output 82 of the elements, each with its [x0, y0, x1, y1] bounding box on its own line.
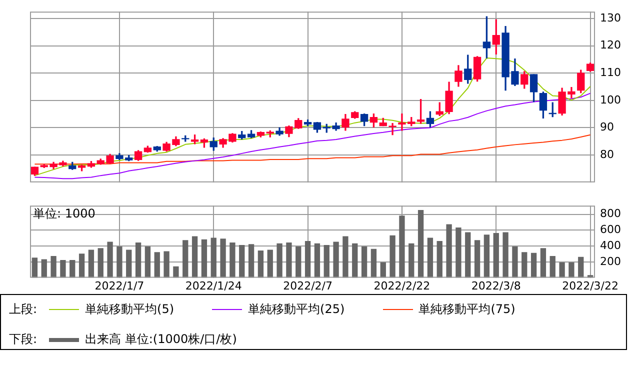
bar — [220, 238, 226, 278]
text: 上段: — [9, 301, 38, 318]
bar — [465, 232, 471, 278]
y-tick-label: 120 — [600, 38, 621, 52]
legend-label: 単純移動平均(25) — [248, 301, 345, 318]
bar — [446, 224, 452, 278]
bar — [144, 246, 151, 278]
bar — [530, 252, 537, 278]
bar — [88, 250, 94, 278]
bar — [70, 260, 76, 278]
bar — [456, 227, 462, 278]
bar — [41, 259, 47, 278]
x-tick-label: 2022/3/22 — [562, 279, 618, 292]
bar — [296, 246, 302, 278]
text: 下段: — [9, 331, 38, 348]
bar — [399, 216, 405, 278]
annotation: 単位: 1000 — [33, 206, 96, 221]
bar — [304, 240, 311, 278]
bar — [408, 243, 414, 278]
bar — [286, 242, 292, 278]
bar — [418, 210, 424, 278]
y-tick-label: 130 — [600, 11, 621, 24]
bar — [32, 258, 38, 278]
bar — [568, 262, 574, 278]
bar — [540, 248, 546, 278]
bar — [493, 233, 499, 278]
bar — [502, 232, 508, 278]
bar — [78, 254, 85, 278]
x-tick-label: 2022/1/7 — [94, 279, 144, 292]
bar — [550, 256, 556, 278]
bar — [522, 252, 528, 278]
bar — [182, 240, 188, 278]
bar — [126, 250, 132, 278]
bar — [116, 246, 122, 278]
bar — [154, 252, 160, 278]
x-tick-label: 2022/2/7 — [283, 279, 332, 292]
bar — [324, 244, 330, 278]
bar — [210, 238, 216, 278]
bar — [258, 250, 264, 278]
bar — [276, 243, 282, 278]
y-tick-label: 90 — [600, 120, 614, 134]
bar — [333, 242, 339, 278]
bar — [474, 240, 480, 278]
y-tick-label: 200 — [600, 254, 621, 268]
bar — [559, 262, 565, 278]
bar — [370, 248, 377, 278]
legend-label: 単純移動平均(5) — [85, 301, 174, 318]
bar — [230, 242, 236, 278]
x-tick-label: 2022/2/22 — [374, 279, 430, 292]
bar — [248, 244, 254, 278]
x-tick-label: 2022/3/8 — [471, 279, 521, 292]
bar — [267, 250, 273, 278]
bar — [98, 248, 104, 278]
bar — [239, 244, 245, 278]
legend-label: 出来高 単位:(1000株/口/枚) — [85, 331, 237, 348]
y-tick-label: 400 — [600, 238, 621, 252]
bar — [192, 236, 198, 278]
bar — [436, 240, 442, 278]
bar — [50, 256, 56, 278]
bar — [135, 242, 142, 278]
bar — [107, 242, 113, 278]
bar — [314, 243, 320, 278]
bar — [164, 251, 170, 278]
y-tick-label: 800 — [600, 207, 621, 220]
bar — [427, 238, 434, 278]
y-tick-label: 100 — [600, 93, 621, 106]
y-tick-label: 80 — [600, 148, 614, 161]
bar — [512, 246, 518, 278]
bar — [352, 243, 358, 278]
bar — [390, 235, 396, 278]
bar — [201, 239, 208, 278]
y-tick-label: 600 — [600, 223, 621, 236]
legend-label: 単純移動平均(75) — [418, 301, 516, 318]
bar — [380, 262, 386, 278]
bar — [484, 234, 490, 278]
bar — [342, 236, 348, 278]
bar — [60, 260, 66, 278]
y-tick-label: 110 — [600, 66, 621, 79]
x-tick-label: 2022/1/24 — [185, 279, 242, 292]
bar — [173, 266, 179, 278]
bar — [361, 246, 368, 278]
bar — [578, 256, 584, 278]
